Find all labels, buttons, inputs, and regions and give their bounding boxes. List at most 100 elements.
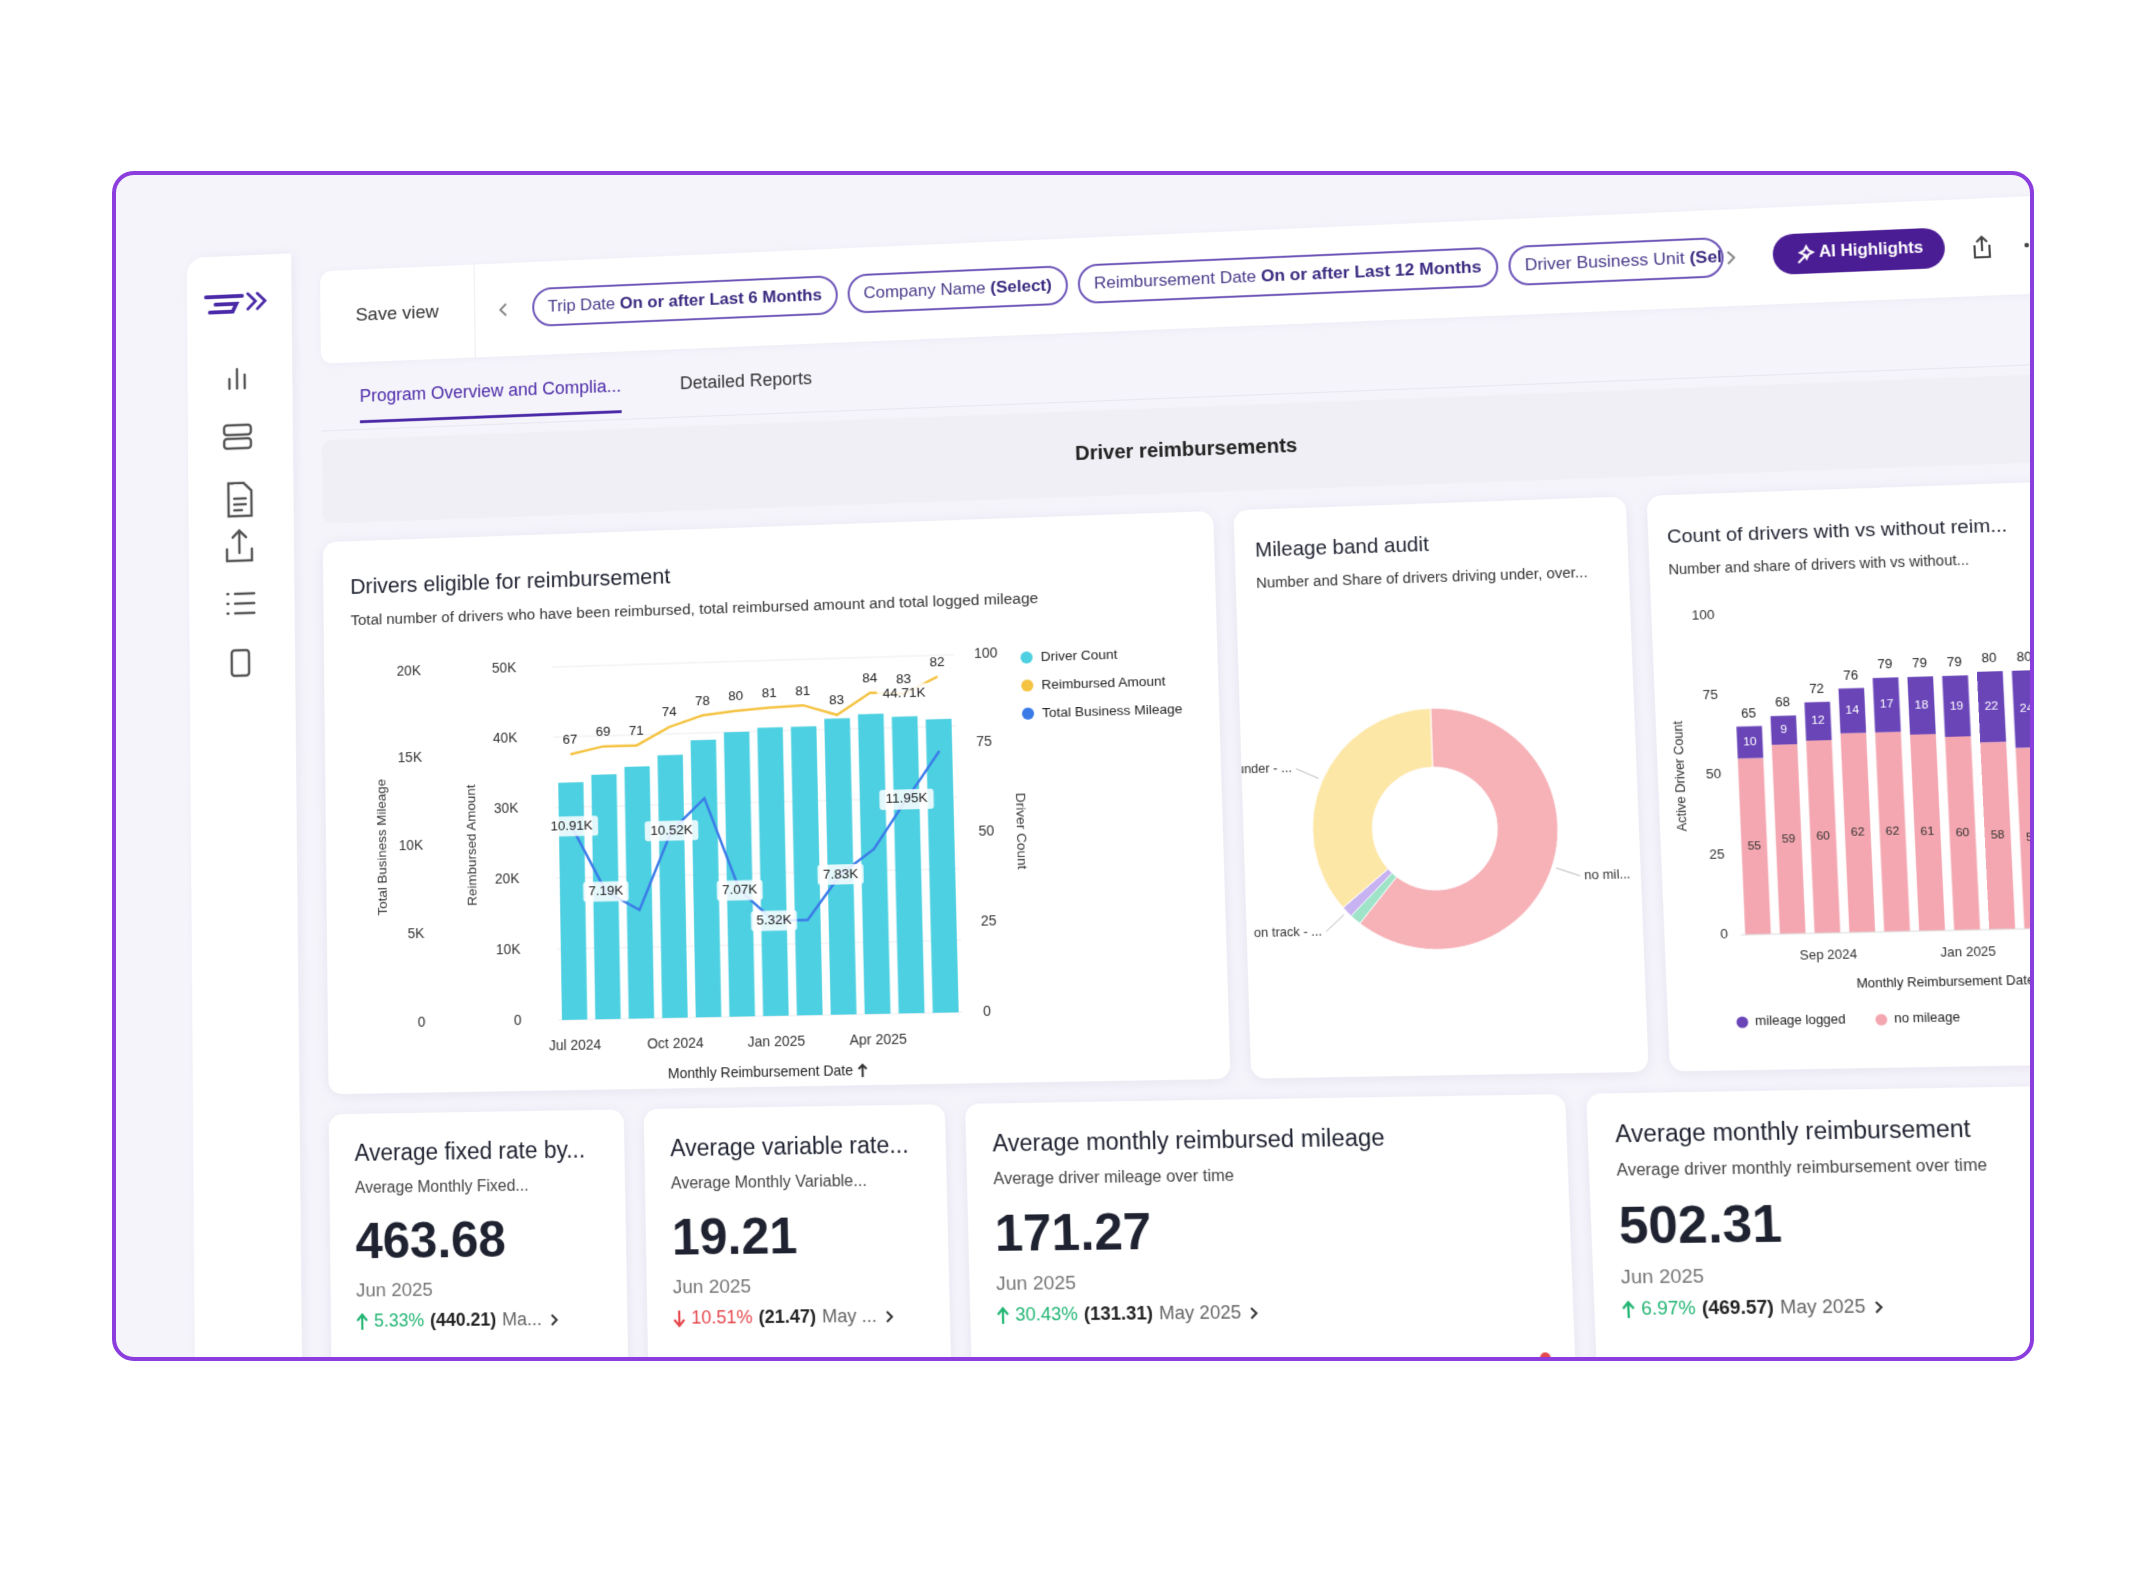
delta-value: 30.43%	[1014, 1303, 1079, 1325]
kpi-title: Average variable rate...	[669, 1131, 909, 1162]
scroll-right[interactable]	[1720, 247, 1742, 268]
delta-arrow	[1622, 1300, 1636, 1319]
chart-subtitle: Number and share of drivers with vs with…	[1668, 552, 1969, 577]
legend-swatch	[1021, 707, 1035, 720]
sparkline-area	[1619, 1352, 2030, 1357]
segment-label: 55	[1747, 840, 1761, 853]
chart: Count of drivers with vs without reim...…	[1667, 514, 2034, 1029]
arrow	[356, 1313, 369, 1331]
donut-slice	[1309, 708, 1438, 908]
kpi-row: Average fixed rate by... Average Monthly …	[187, 175, 2030, 1357]
legend-swatch	[1875, 1013, 1888, 1026]
x-tick-label: Jan 2025	[1940, 944, 1996, 960]
icon-export[interactable]	[227, 530, 252, 561]
details-chevron[interactable]	[1247, 1303, 1262, 1322]
y-tick-label: 20K	[495, 871, 520, 887]
filter-label: Driver Business Unit	[1524, 248, 1685, 275]
kpi-title: Average monthly reimbursed mileage	[992, 1123, 1386, 1157]
chevron	[1876, 1301, 1882, 1312]
total-label: 79	[1947, 655, 1963, 670]
y2-tick-label: 75	[976, 734, 992, 750]
filter-chip[interactable]: Reimbursement Date On or after Last 12 M…	[1077, 246, 1499, 305]
icon-charts[interactable]	[229, 369, 244, 389]
legend-label: Reimbursed Amount	[1041, 673, 1166, 692]
kpi-title: Average monthly reimbursement	[1614, 1114, 1972, 1148]
data-label: 5.32K	[756, 912, 792, 928]
kpi-delta: 6.97% (469.57) May 2025	[1622, 1296, 1888, 1321]
y-tick-label: 0	[514, 1012, 522, 1027]
save-view-button[interactable]: Save view	[319, 264, 476, 364]
legend-label: Driver Count	[1040, 646, 1117, 664]
details-chevron[interactable]	[1871, 1297, 1887, 1316]
bar	[790, 726, 823, 1016]
data-label: 84	[862, 670, 877, 686]
data-label: 81	[795, 683, 810, 699]
sparkline-line	[1620, 1352, 2034, 1361]
previous-date: May ...	[821, 1305, 878, 1327]
delta-arrow	[356, 1313, 369, 1331]
data-label: 83	[896, 671, 911, 687]
slice-label: no mil...	[1584, 866, 1631, 882]
chevron	[552, 1314, 557, 1324]
filter-chips: Trip Date On or after Last 6 Months Compa…	[531, 236, 1725, 327]
bar	[657, 754, 688, 1019]
filter-chip[interactable]: Driver Business Unit (Select)	[1507, 236, 1725, 287]
details-chevron[interactable]	[883, 1307, 898, 1326]
kpi-date: Jun 2025	[355, 1279, 433, 1302]
y2-tick-label: 50	[978, 823, 994, 839]
bar	[690, 739, 722, 1018]
app: Save view Trip Date On or after Last 6 M…	[186, 175, 2034, 1357]
slice-label: on track - ...	[1254, 924, 1323, 940]
kpi-card: Average monthly reimbursement Average dri…	[1586, 1083, 2034, 1361]
chart-card: Mileage band audit Number and Share of dr…	[1233, 496, 1649, 1079]
leader-line	[1556, 867, 1580, 876]
segment-label: 22	[1984, 700, 1998, 713]
chart-card: Count of drivers with vs without reim...…	[1646, 479, 2034, 1072]
kpi-delta: 30.43% (131.31) May 2025	[997, 1302, 1263, 1326]
segment-label: 62	[1885, 825, 1899, 838]
icon-device[interactable]	[232, 650, 249, 676]
y3-tick-label: 20K	[397, 663, 421, 679]
y3-tick-label: 10K	[399, 838, 423, 854]
bar	[925, 718, 959, 1013]
total-label: 72	[1809, 681, 1825, 696]
chevron	[1251, 1307, 1257, 1317]
segment-label: 24	[2019, 702, 2033, 715]
kpi-date: Jun 2025	[1620, 1265, 1705, 1289]
segment-label: 58	[1991, 829, 2005, 842]
y2-axis-title: Driver Count	[1013, 793, 1030, 870]
bar	[624, 766, 655, 1019]
x-axis-title: Monthly Reimbursement Date	[1856, 973, 2034, 991]
more-button[interactable]	[2021, 236, 2034, 254]
data-label-bg	[817, 863, 864, 886]
tab[interactable]: Detailed Reports	[679, 368, 813, 394]
filter-chip[interactable]: Trip Date On or after Last 6 Months	[531, 275, 839, 327]
filter-value: (Select)	[1689, 245, 1725, 268]
sort-icon[interactable]	[858, 1065, 866, 1077]
y3-tick-label: 5K	[407, 926, 424, 942]
kpi-subtitle: Average Monthly Fixed...	[354, 1177, 529, 1197]
sparkline-marker	[1539, 1352, 1551, 1357]
total-label: 80	[2016, 650, 2032, 665]
y-tick-label: 75	[1702, 686, 1718, 702]
icon-list[interactable]	[227, 593, 254, 613]
filter-chip[interactable]: Company Name (Select)	[847, 265, 1069, 314]
segment-label: 10	[1743, 736, 1757, 749]
leader-line	[1326, 915, 1345, 932]
segment-label: 56	[2026, 831, 2034, 844]
data-label-bg	[544, 815, 599, 837]
total-label: 65	[1741, 706, 1757, 721]
chart-title: Count of drivers with vs without reim...	[1667, 514, 2008, 547]
y-axis-title: Active Driver Count	[1671, 720, 1691, 832]
tab[interactable]: Program Overview and Complia...	[359, 375, 622, 424]
details-chevron[interactable]	[548, 1310, 562, 1328]
logo	[206, 293, 265, 313]
icon-document[interactable]	[228, 483, 251, 517]
scroll-left[interactable]	[493, 300, 513, 320]
kpi-subtitle: Average driver monthly reimbursement ove…	[1616, 1156, 1988, 1180]
share-button[interactable]	[1967, 232, 1996, 262]
y-tick-label: 0	[1720, 926, 1728, 942]
total-label: 79	[1877, 657, 1893, 672]
chart-subtitle: Number and Share of drivers driving unde…	[1256, 565, 1588, 592]
icon-data[interactable]	[224, 425, 251, 449]
